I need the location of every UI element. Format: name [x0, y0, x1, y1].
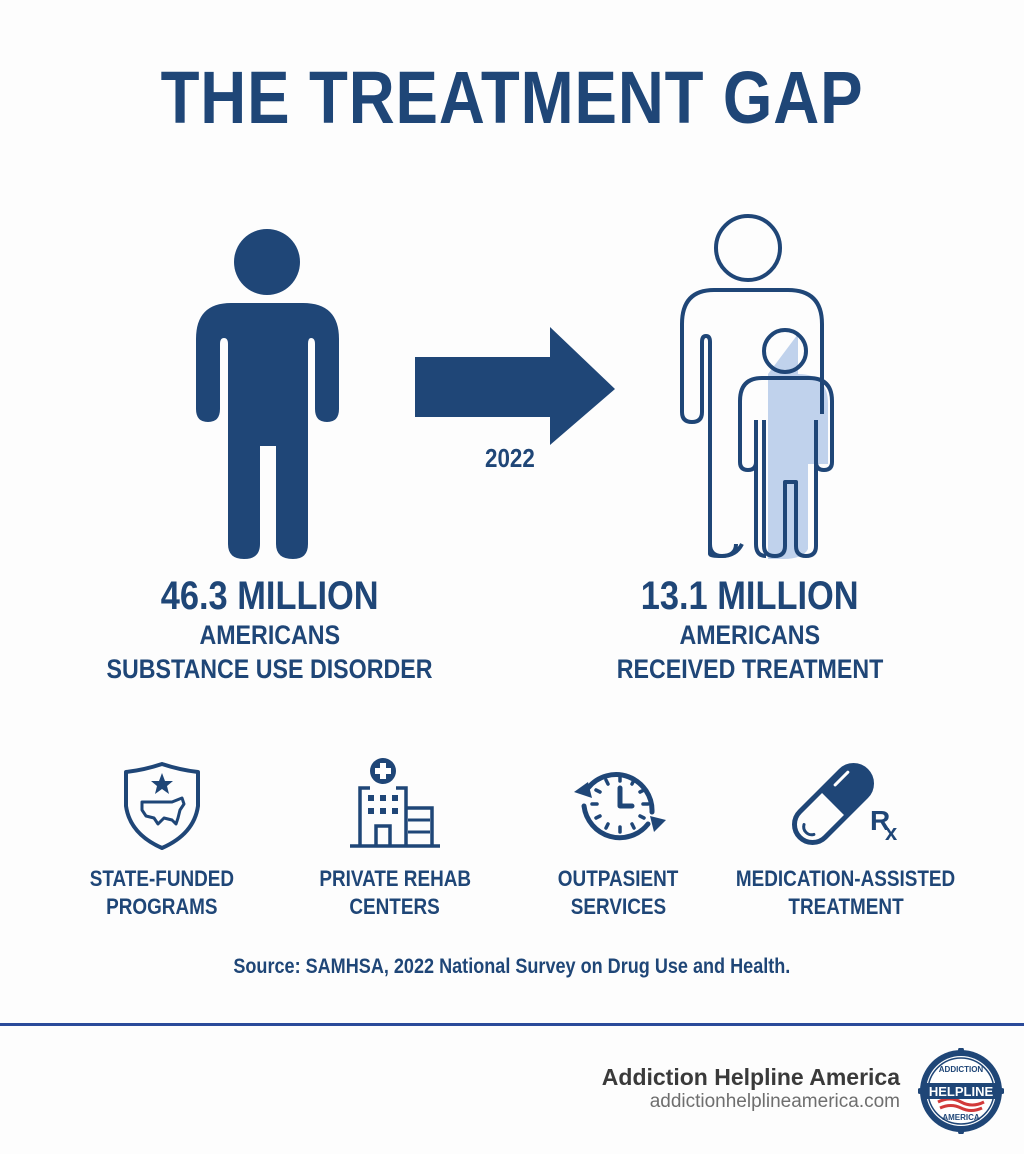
shield-usa-star-icon — [124, 762, 200, 850]
source-citation: Source: SAMHSA, 2022 National Survey on … — [233, 955, 791, 978]
arrow-right-icon — [415, 327, 615, 445]
category-state-funded: STATE-FUNDED PROGRAMS — [89, 866, 235, 919]
left-stat: 46.3 MILLION AMERICANS SUBSTANCE USE DIS… — [60, 574, 480, 686]
right-stat-line2: RECEIVED TREATMENT — [616, 654, 884, 684]
right-stat-number: 13.1 MILLION — [641, 574, 859, 618]
pill-rx-icon: R x — [791, 762, 898, 846]
brand-name: Addiction Helpline America — [601, 1064, 900, 1090]
left-stat-line2: SUBSTANCE USE DISORDER — [107, 654, 433, 684]
adult-and-child-outline-icon — [680, 214, 834, 559]
brand-url[interactable]: addictionhelplineamerica.com — [649, 1091, 900, 1112]
svg-text:x: x — [885, 820, 898, 845]
hospital-building-icon — [350, 758, 440, 848]
footer-divider — [0, 1023, 1024, 1026]
clock-cycle-icon — [574, 772, 666, 841]
badge-bottom-text: AMERICA — [942, 1113, 980, 1122]
right-stat: 13.1 MILLION AMERICANS RECEIVED TREATMEN… — [540, 574, 960, 686]
left-stat-line1: AMERICANS — [199, 620, 341, 650]
badge-center-text: HELPLINE — [929, 1084, 994, 1099]
left-stat-number: 46.3 MILLION — [161, 574, 379, 618]
helpline-badge-logo: HELPLINE ADDICTION AMERICA — [918, 1048, 1004, 1134]
svg-text:R: R — [870, 805, 890, 836]
year-label: 2022 — [485, 443, 535, 473]
person-filled-icon — [196, 229, 339, 559]
category-private-rehab: PRIVATE REHAB CENTERS — [319, 866, 471, 919]
right-stat-line1: AMERICANS — [679, 620, 821, 650]
badge-top-text: ADDICTION — [939, 1065, 984, 1074]
category-outpatient: OUTPASIENT SERVICES — [557, 866, 679, 919]
category-medication-assisted: MEDICATION-ASSISTED TREATMENT — [736, 866, 956, 919]
page-title: THE TREATMENT GAP — [160, 56, 864, 139]
